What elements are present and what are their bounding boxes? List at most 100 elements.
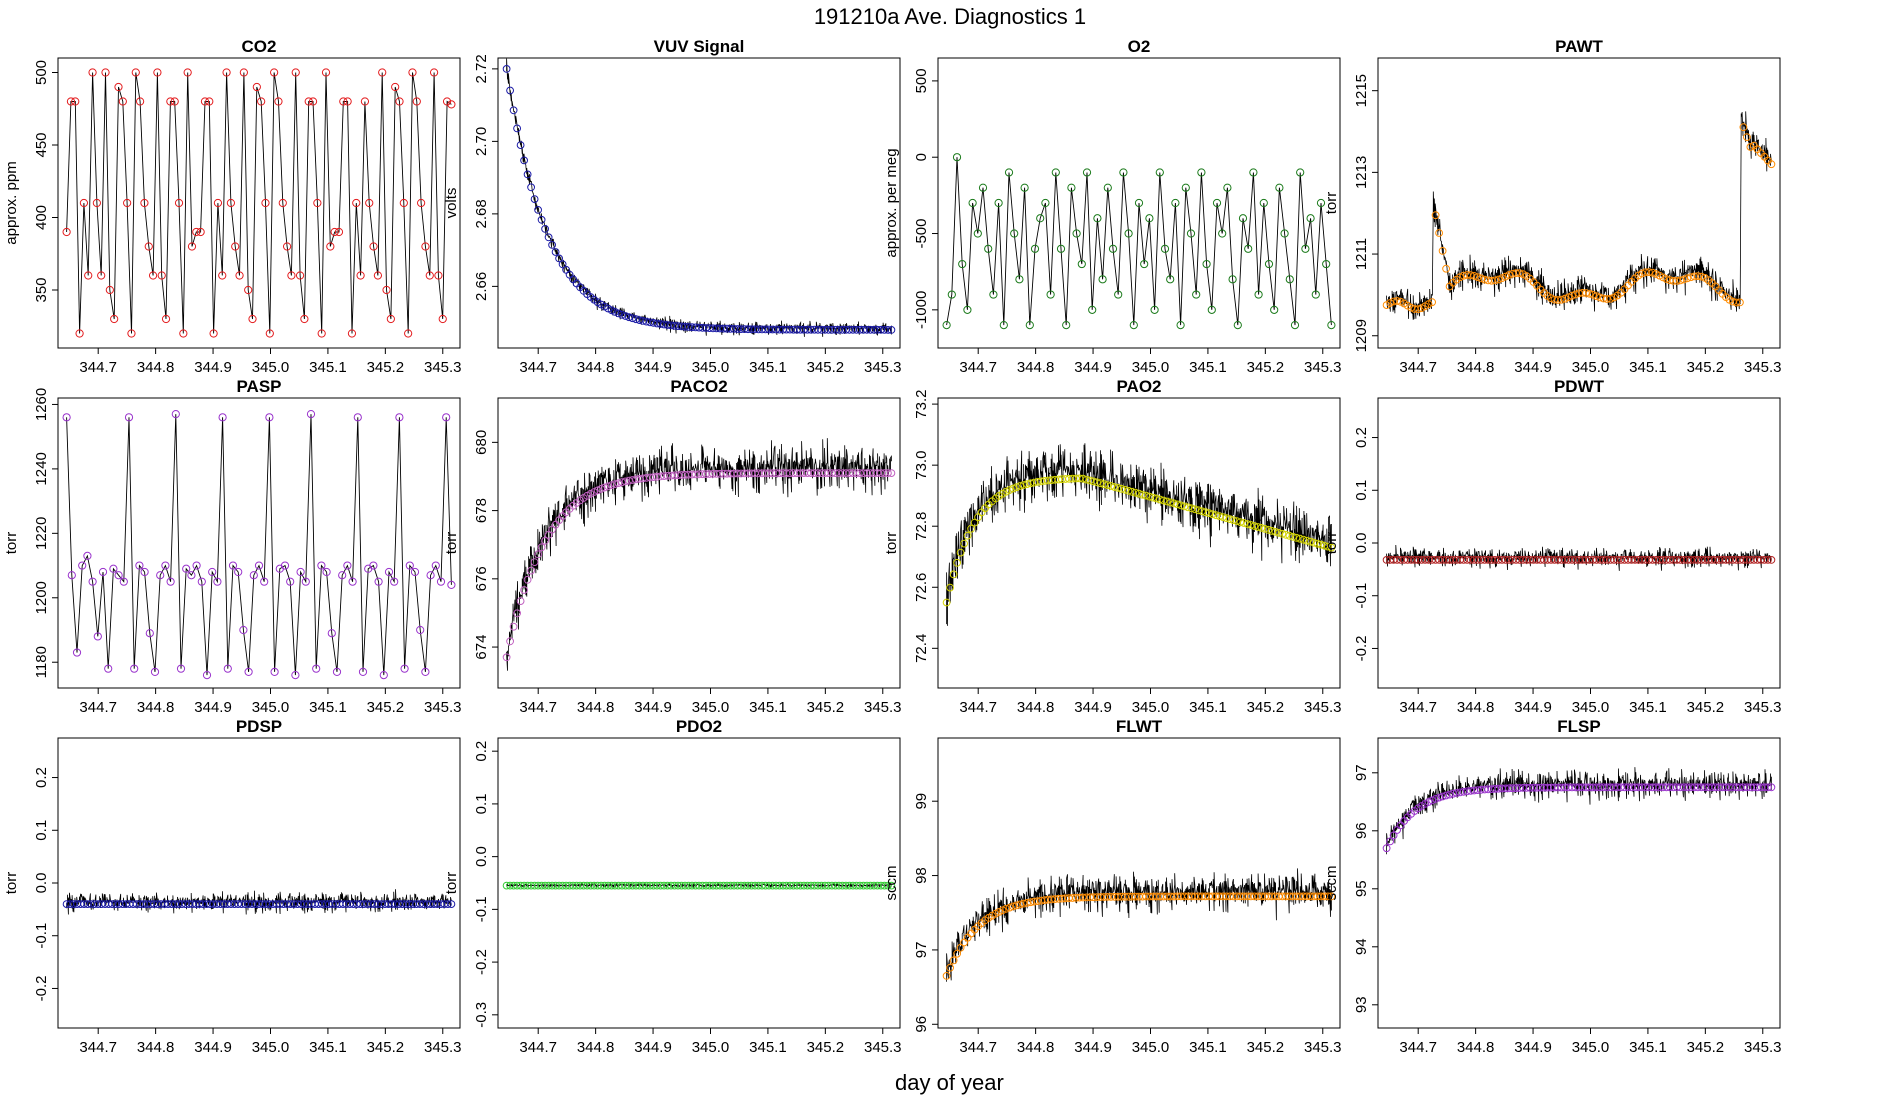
- x-tick-label: 344.8: [1017, 359, 1055, 376]
- data-point: [1140, 259, 1149, 269]
- data-point: [1313, 539, 1322, 548]
- data-point: [527, 566, 535, 575]
- data-point: [1386, 299, 1394, 307]
- data-point: [405, 561, 414, 570]
- data-point: [176, 664, 186, 673]
- data-point: [1296, 534, 1304, 543]
- data-point: [231, 242, 240, 251]
- data-point: [1181, 183, 1190, 192]
- series-line: [946, 157, 1332, 326]
- data-point: [286, 577, 295, 586]
- y-tick-label: 450: [33, 132, 50, 157]
- data-point: [384, 567, 394, 577]
- x-tick-label: 345.2: [807, 699, 845, 716]
- data-point: [213, 577, 222, 586]
- data-point: [970, 518, 979, 527]
- data-point: [1473, 273, 1482, 282]
- data-point: [1732, 298, 1741, 307]
- chart-pdwt: PDWT torr 344.7 344.8 344.9 345.0 345.1 345.2 34…: [1323, 377, 1782, 716]
- data-point: [1327, 321, 1336, 330]
- data-point: [436, 577, 446, 586]
- data-point: [1389, 831, 1398, 840]
- data-point: [254, 561, 264, 570]
- y-axis-label: torr: [3, 532, 20, 555]
- data-point: [963, 531, 972, 540]
- data-point: [1683, 274, 1692, 283]
- data-point: [1229, 516, 1238, 524]
- x-tick-label: 345.3: [1744, 699, 1782, 716]
- x-tick-label: 345.1: [1189, 699, 1227, 716]
- chart-title: CO2: [242, 37, 277, 56]
- y-tick-label: 1220: [33, 517, 50, 550]
- y-tick-label: 94: [1353, 938, 1370, 955]
- data-point: [1019, 481, 1028, 489]
- data-point: [1278, 529, 1287, 538]
- data-point: [947, 290, 956, 299]
- data-point: [1676, 276, 1685, 285]
- x-tick-label: 344.9: [634, 359, 672, 376]
- data-point: [222, 68, 231, 77]
- data-point: [1093, 478, 1101, 487]
- plot-frame: [57, 57, 461, 349]
- data-point: [140, 567, 149, 577]
- x-tick-label: 344.7: [79, 1039, 117, 1056]
- y-tick-label: 0.0: [1353, 533, 1370, 554]
- data-point: [1177, 501, 1185, 510]
- data-point: [1244, 244, 1253, 253]
- plot-frame: [57, 737, 461, 1029]
- data-point: [442, 97, 452, 106]
- data-point: [1280, 229, 1289, 238]
- data-point: [611, 480, 619, 489]
- data-point: [153, 68, 162, 77]
- series-line: [1386, 767, 1772, 855]
- x-tick-label: 345.1: [749, 699, 787, 716]
- data-point: [998, 906, 1007, 915]
- data-point: [1201, 508, 1210, 517]
- data-point: [174, 198, 184, 208]
- data-point: [1160, 244, 1170, 253]
- data-point: [1386, 837, 1394, 846]
- data-point: [416, 625, 425, 635]
- data-point: [1746, 143, 1755, 151]
- data-point: [148, 271, 158, 280]
- data-point: [597, 485, 605, 493]
- data-point: [949, 570, 958, 579]
- data-point: [590, 488, 598, 496]
- x-tick-label: 345.0: [1132, 1039, 1170, 1056]
- data-point: [1697, 272, 1706, 281]
- data-point: [278, 198, 287, 208]
- data-point: [326, 242, 335, 251]
- x-tick-label: 344.9: [634, 1039, 672, 1056]
- data-point: [205, 97, 214, 106]
- chart-paco2: PACO2 torr 344.7 344.8 344.9 345.0 345.1 345.2 3…: [443, 377, 902, 716]
- data-point: [1301, 244, 1310, 253]
- data-point: [1568, 291, 1576, 300]
- x-tick-label: 345.0: [1572, 359, 1610, 376]
- data-point: [79, 198, 89, 208]
- x-tick-label: 345.0: [1132, 359, 1170, 376]
- data-point: [274, 97, 283, 106]
- data-point: [1124, 486, 1133, 495]
- data-point: [1145, 214, 1154, 223]
- data-point: [1173, 500, 1182, 509]
- chart-pdo2: PDO2 torr 344.7 344.8 344.9 345.0 345.1 345.2 34…: [443, 717, 902, 1056]
- data-point: [84, 271, 93, 280]
- data-point: [544, 233, 553, 242]
- x-tick-label: 344.9: [194, 699, 232, 716]
- data-point: [1089, 477, 1098, 486]
- chart-title: PASP: [236, 377, 281, 396]
- data-point: [1004, 168, 1014, 177]
- y-tick-label: 1200: [33, 581, 50, 614]
- chart-title: PAWT: [1555, 37, 1603, 56]
- data-point: [444, 900, 452, 908]
- x-tick-label: 344.8: [577, 1039, 615, 1056]
- data-point: [1107, 482, 1115, 490]
- data-point: [1156, 495, 1164, 504]
- data-point: [1142, 491, 1150, 500]
- data-point: [93, 632, 102, 641]
- data-point: [1096, 479, 1105, 488]
- data-point: [1311, 290, 1320, 299]
- data-point: [1228, 275, 1237, 284]
- data-point: [884, 881, 892, 890]
- x-tick-label: 344.9: [194, 359, 232, 376]
